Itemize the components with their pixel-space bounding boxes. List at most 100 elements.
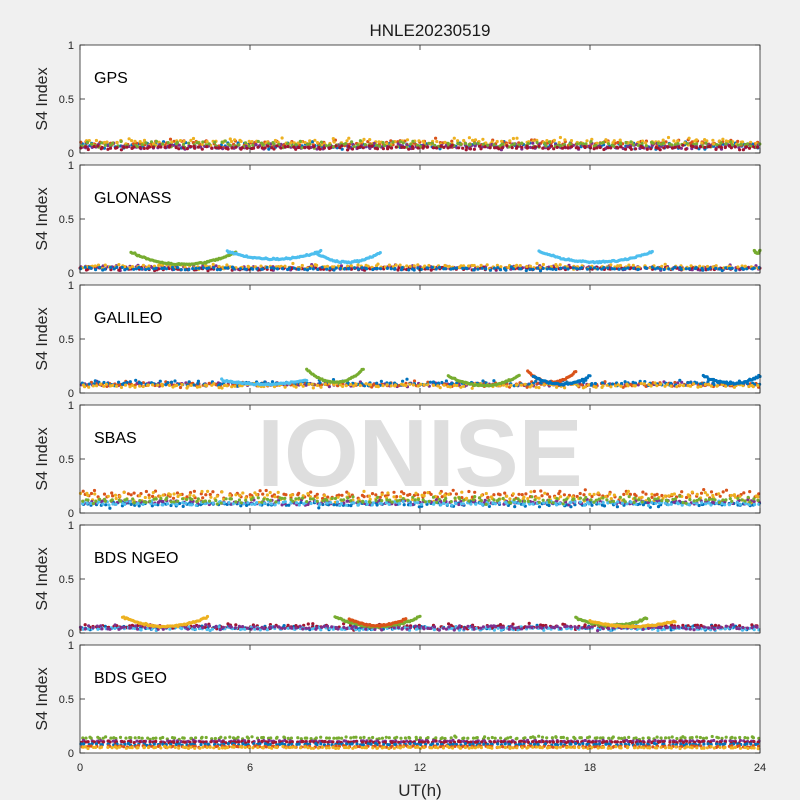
data-point xyxy=(519,383,523,387)
data-point xyxy=(229,139,234,144)
data-point xyxy=(385,266,389,270)
data-point xyxy=(588,146,593,150)
y-axis-label: S4 Index xyxy=(34,307,51,370)
data-point xyxy=(574,370,578,374)
data-point xyxy=(207,381,211,385)
data-point xyxy=(698,382,703,386)
data-point xyxy=(558,263,562,267)
data-point xyxy=(194,503,198,507)
data-point xyxy=(497,147,501,151)
data-point xyxy=(430,265,434,269)
data-point xyxy=(650,495,654,499)
data-point xyxy=(171,496,176,500)
data-point xyxy=(593,381,598,386)
data-point xyxy=(678,494,682,498)
data-point xyxy=(94,138,98,143)
data-point xyxy=(427,263,431,268)
data-point xyxy=(426,266,430,270)
data-point xyxy=(721,498,725,502)
y-tick-label: 1 xyxy=(68,400,74,412)
data-point xyxy=(685,142,689,146)
data-point xyxy=(255,267,259,271)
data-point xyxy=(689,264,693,268)
data-point xyxy=(303,140,307,145)
data-point xyxy=(117,380,121,384)
data-point xyxy=(629,500,633,504)
data-point xyxy=(535,140,539,145)
data-point xyxy=(488,268,492,272)
data-point xyxy=(361,367,365,371)
data-point xyxy=(93,492,97,496)
data-point xyxy=(267,147,271,151)
data-point xyxy=(695,502,699,506)
data-point xyxy=(103,267,107,271)
data-point xyxy=(217,264,221,269)
data-point xyxy=(609,385,613,389)
data-point xyxy=(110,498,114,502)
data-point xyxy=(144,489,148,494)
y-tick-label: 0.5 xyxy=(59,334,74,346)
data-point xyxy=(688,503,692,507)
data-point xyxy=(484,267,488,271)
data-point xyxy=(393,383,397,387)
data-point xyxy=(372,141,376,146)
data-point xyxy=(323,265,327,269)
data-point xyxy=(583,488,587,492)
data-point xyxy=(357,628,361,632)
data-point xyxy=(756,498,760,502)
data-point xyxy=(157,140,161,144)
data-point xyxy=(662,146,666,150)
data-point xyxy=(724,384,728,388)
data-point xyxy=(455,383,459,388)
data-point xyxy=(498,623,503,627)
data-point xyxy=(666,499,670,503)
data-point xyxy=(289,141,293,145)
data-point xyxy=(111,502,115,506)
data-point xyxy=(504,268,508,272)
data-point xyxy=(356,267,360,271)
data-point xyxy=(223,266,227,270)
data-point xyxy=(625,145,630,149)
data-point xyxy=(144,141,148,145)
data-point xyxy=(394,263,398,267)
data-point xyxy=(431,146,436,150)
data-point xyxy=(511,267,515,271)
data-point xyxy=(447,264,451,268)
data-point xyxy=(200,489,204,494)
data-point xyxy=(721,490,725,494)
data-point xyxy=(557,141,561,145)
data-point xyxy=(280,267,285,271)
data-point xyxy=(595,146,599,150)
data-point xyxy=(425,145,429,149)
data-point xyxy=(185,497,189,502)
data-point xyxy=(588,492,592,496)
data-point xyxy=(404,384,408,388)
data-point xyxy=(201,496,205,500)
y-tick-label: 0.5 xyxy=(59,454,74,466)
data-point xyxy=(151,491,155,495)
data-point xyxy=(666,503,670,507)
data-point xyxy=(118,494,122,498)
y-axis-label: S4 Index xyxy=(34,67,51,130)
data-point xyxy=(342,267,347,271)
data-point xyxy=(92,488,97,493)
data-point xyxy=(230,146,234,150)
data-point xyxy=(631,143,635,147)
data-point xyxy=(528,267,532,271)
data-point xyxy=(715,384,720,388)
data-point xyxy=(350,140,354,144)
data-point xyxy=(499,265,503,269)
y-tick-label: 0 xyxy=(68,148,74,160)
data-point xyxy=(752,497,756,501)
data-point xyxy=(99,382,103,386)
data-point xyxy=(645,266,649,270)
data-point xyxy=(352,144,356,149)
data-point xyxy=(606,266,610,270)
data-point xyxy=(671,267,675,271)
data-point xyxy=(156,383,160,387)
data-point xyxy=(537,144,541,148)
data-point xyxy=(129,493,133,497)
data-point xyxy=(714,501,719,505)
data-point xyxy=(415,143,419,147)
data-point xyxy=(416,263,420,267)
